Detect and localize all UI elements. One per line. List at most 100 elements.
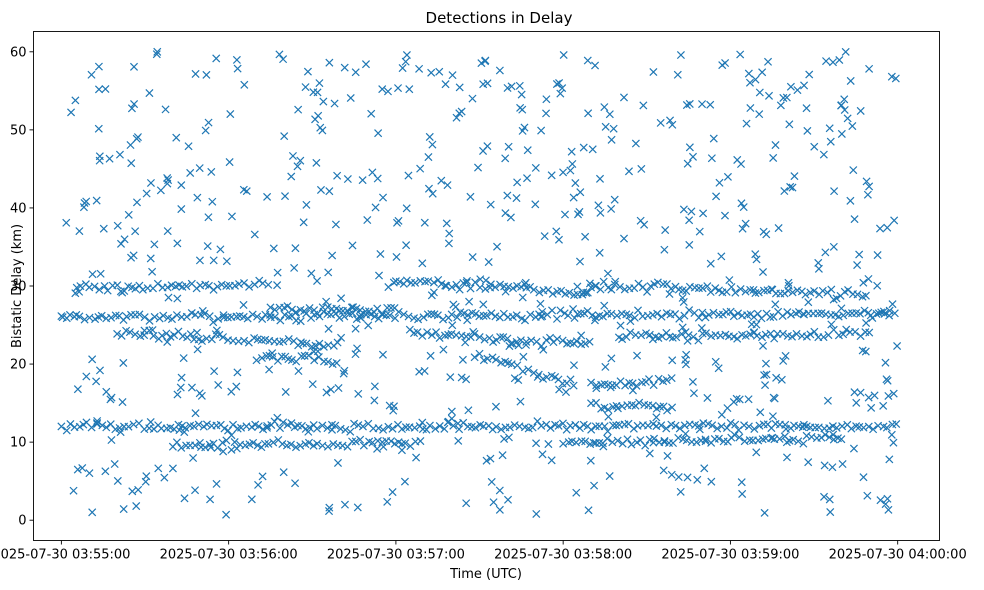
data-point — [303, 67, 312, 76]
data-point — [706, 259, 715, 268]
data-point — [680, 311, 689, 320]
data-point — [532, 509, 541, 518]
data-point — [866, 311, 875, 320]
data-point — [212, 479, 221, 488]
data-point — [250, 230, 259, 239]
data-point — [829, 242, 838, 251]
data-point — [242, 187, 251, 196]
data-point — [745, 78, 754, 87]
data-point — [680, 421, 689, 430]
data-point — [558, 336, 567, 345]
data-point — [601, 362, 610, 371]
data-point — [209, 256, 218, 265]
data-point — [893, 341, 902, 351]
data-point — [332, 358, 341, 368]
data-point — [674, 433, 683, 442]
data-point — [440, 331, 450, 340]
data-point — [257, 335, 266, 345]
data-point — [573, 210, 583, 219]
data-point — [849, 444, 858, 453]
data-point — [258, 472, 267, 481]
data-point — [388, 424, 397, 433]
data-point — [150, 312, 159, 321]
data-point — [754, 436, 763, 445]
data-point — [102, 423, 111, 432]
data-point — [191, 409, 200, 418]
data-point — [291, 244, 300, 253]
data-point — [506, 339, 515, 348]
data-point — [167, 315, 176, 324]
data-point — [535, 288, 544, 297]
data-point — [323, 303, 332, 312]
data-point — [603, 434, 612, 443]
data-point — [891, 74, 900, 83]
data-point — [576, 309, 585, 318]
data-point — [312, 424, 322, 433]
data-point — [837, 101, 846, 110]
data-point — [198, 306, 207, 315]
data-point — [671, 421, 680, 430]
data-point — [314, 111, 323, 120]
data-point — [308, 380, 317, 389]
data-point — [447, 283, 456, 292]
data-point — [694, 421, 703, 430]
data-point — [810, 286, 819, 296]
data-point — [827, 285, 836, 294]
data-point — [518, 105, 527, 114]
data-point — [389, 406, 398, 415]
data-point — [416, 437, 425, 446]
data-point — [140, 313, 149, 322]
data-point — [334, 384, 343, 393]
data-point — [859, 423, 868, 432]
data-point — [656, 402, 665, 411]
data-point — [486, 200, 495, 209]
data-point — [685, 216, 694, 225]
data-point — [280, 132, 289, 141]
data-point — [338, 441, 347, 450]
data-point — [463, 316, 472, 325]
data-point — [220, 424, 229, 433]
data-point — [784, 278, 793, 287]
data-point — [859, 278, 868, 287]
data-point — [843, 114, 852, 123]
data-point — [588, 145, 597, 154]
data-point — [575, 207, 584, 216]
data-point — [714, 434, 723, 443]
data-point — [461, 338, 470, 347]
data-point — [390, 303, 399, 313]
data-point — [212, 54, 221, 63]
data-point — [275, 50, 284, 59]
data-point — [753, 309, 762, 318]
data-point — [793, 86, 802, 95]
data-point — [264, 439, 273, 448]
data-point — [418, 259, 427, 268]
data-point — [810, 142, 819, 151]
data-point — [768, 412, 777, 421]
data-point — [594, 201, 603, 210]
data-point — [552, 227, 561, 236]
data-point — [852, 422, 861, 431]
data-point — [370, 382, 379, 391]
data-point — [517, 90, 526, 99]
data-point — [398, 64, 407, 73]
data-point — [512, 311, 521, 320]
data-point — [545, 333, 555, 342]
data-point — [689, 389, 698, 398]
data-point — [820, 492, 829, 501]
data-point — [110, 460, 119, 469]
data-point — [861, 347, 870, 356]
data-point — [335, 313, 344, 322]
data-point — [197, 391, 206, 400]
x-tick-label: 2025-07-30 04:00:00 — [829, 548, 967, 563]
data-point — [193, 193, 202, 202]
data-point — [163, 283, 172, 292]
data-point — [677, 329, 686, 338]
data-point — [649, 67, 658, 77]
data-point — [439, 315, 448, 324]
data-point — [782, 438, 791, 447]
data-point — [590, 316, 599, 325]
data-point — [210, 367, 219, 376]
data-point — [641, 441, 650, 450]
data-point — [442, 219, 451, 228]
data-point — [842, 325, 851, 334]
